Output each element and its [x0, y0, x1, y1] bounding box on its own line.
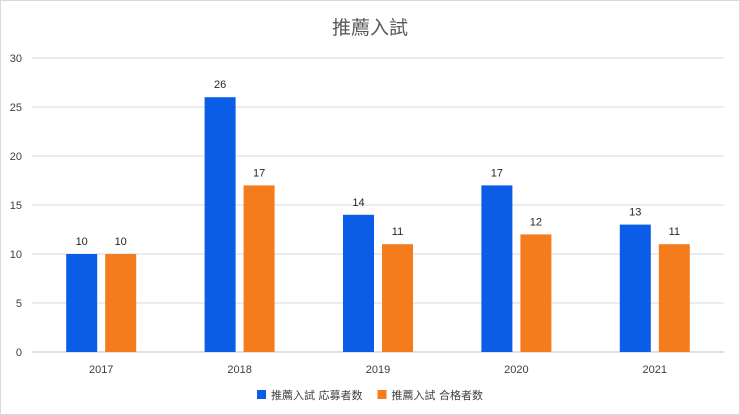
bar-2020-series-2 [520, 234, 552, 352]
bar-2021-series-1 [619, 224, 651, 352]
bar-2021-series-2 [658, 244, 690, 352]
bar-2017-series-2 [105, 254, 137, 352]
legend-label: 推薦入試 合格者数 [392, 388, 484, 402]
legend-label: 推薦入試 応募者数 [271, 388, 363, 402]
data-label: 14 [352, 197, 364, 209]
data-label: 17 [491, 167, 503, 179]
data-label: 26 [214, 79, 226, 91]
legend-item: 推薦入試 応募者数 [257, 388, 363, 402]
x-tick-label: 2018 [227, 364, 251, 376]
data-label: 17 [253, 167, 265, 179]
x-tick-label: 2020 [504, 364, 528, 376]
legend-swatch [377, 390, 387, 399]
y-axis: 0 5 10 15 20 25 30 [10, 53, 22, 359]
grid-lines [32, 57, 724, 353]
x-tick-label: 2021 [643, 364, 667, 376]
data-label: 10 [76, 236, 88, 248]
data-label: 12 [530, 216, 542, 228]
y-tick-label: 0 [16, 347, 22, 359]
data-label: 11 [392, 226, 403, 238]
bar-2020-series-1 [481, 185, 513, 352]
data-label: 10 [115, 236, 127, 248]
legend: 推薦入試 応募者数 推薦入試 合格者数 [257, 388, 483, 402]
chart-title: 推薦入試 [332, 17, 408, 39]
y-tick-label: 30 [10, 53, 22, 65]
legend-swatch [257, 390, 266, 399]
bar-2019-series-1 [343, 214, 374, 352]
bar-2018-series-2 [243, 185, 275, 352]
x-tick-label: 2017 [89, 364, 113, 376]
y-tick-label: 20 [10, 151, 22, 163]
data-label: 13 [629, 207, 641, 219]
y-tick-label: 15 [10, 200, 22, 212]
bar-2017-series-1 [66, 254, 98, 352]
data-label: 11 [669, 226, 680, 238]
legend-item: 推薦入試 合格者数 [377, 388, 484, 402]
x-tick-label: 2019 [366, 364, 390, 376]
bar-2018-series-1 [204, 97, 236, 352]
x-axis: 2017 2018 2019 2020 2021 [89, 364, 667, 376]
y-tick-label: 10 [10, 249, 22, 261]
bar-2019-series-2 [382, 244, 413, 352]
y-tick-label: 25 [10, 102, 22, 114]
bar-series: 10 10 26 17 14 11 17 12 13 11 [66, 79, 690, 352]
y-tick-label: 5 [16, 298, 22, 310]
